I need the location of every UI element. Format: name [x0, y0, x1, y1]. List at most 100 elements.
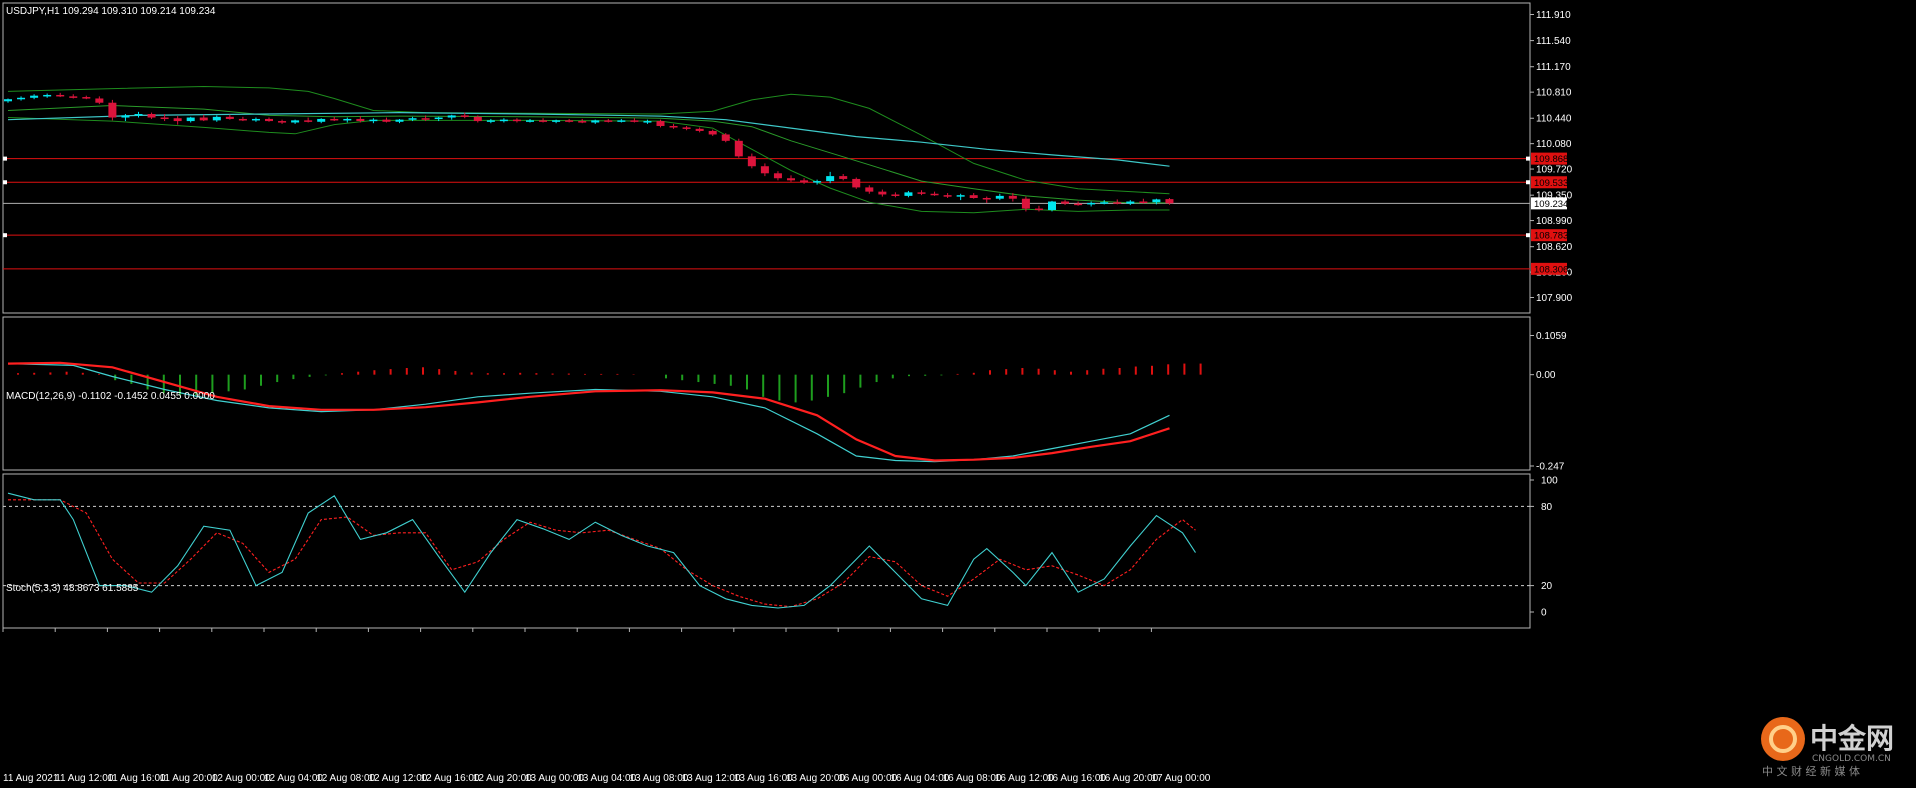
bullish-candle [212, 116, 221, 121]
price-tick-label: 109.720 [1536, 165, 1573, 176]
watermark-url: CNGOLD.COM.CN [1812, 754, 1891, 764]
bullish-candle [4, 99, 12, 102]
symbol-legend: USDJPY,H1 109.294 109.310 109.214 109.23… [6, 6, 216, 17]
bullish-candle [121, 115, 130, 118]
stochastic-panel[interactable] [3, 492, 1530, 609]
level-price-tag [1531, 176, 1567, 189]
bearish-candle [734, 140, 743, 157]
stoch-tick-label: 80 [1541, 502, 1553, 513]
time-tick-label: 13 Aug 00:00 [525, 773, 584, 784]
bearish-candle [1021, 198, 1030, 209]
bearish-candle [708, 130, 717, 135]
level-marker-left [3, 180, 7, 185]
bullish-candle [17, 97, 26, 100]
bullish-candle [434, 117, 443, 120]
bearish-candle [839, 176, 848, 179]
bearish-candle [421, 118, 430, 120]
time-tick-label: 12 Aug 04:00 [264, 773, 323, 784]
time-tick-label: 13 Aug 16:00 [734, 773, 793, 784]
price-tick-label: 108.620 [1536, 242, 1573, 253]
bearish-candle [695, 128, 704, 131]
macd-tick-label: 0.1059 [1536, 331, 1567, 342]
bearish-candle [669, 126, 678, 128]
bearish-candle [878, 191, 887, 195]
bearish-candle [278, 121, 287, 123]
bullish-candle [408, 118, 417, 120]
price-tick-label: 109.350 [1536, 191, 1573, 202]
bullish-candle [499, 119, 508, 122]
bullish-candle [30, 95, 39, 98]
bearish-candle [773, 173, 782, 179]
time-tick-label: 16 Aug 12:00 [995, 773, 1054, 784]
bullish-candle [251, 118, 260, 121]
bullish-candle [956, 195, 965, 197]
bearish-candle [160, 117, 169, 120]
level-marker-left [3, 233, 7, 238]
time-tick-label: 12 Aug 16:00 [421, 773, 480, 784]
price-panel[interactable] [3, 85, 1530, 270]
macd-panel[interactable] [7, 361, 1202, 463]
time-tick-label: 17 Aug 00:00 [1151, 773, 1210, 784]
bearish-candle [1113, 202, 1122, 204]
bullish-candle [291, 120, 300, 123]
macd-tick-label: -0.247 [1536, 462, 1565, 473]
bearish-candle [1165, 199, 1174, 204]
bearish-candle [69, 96, 78, 98]
level-price-tag [1531, 229, 1567, 242]
bearish-candle [982, 197, 991, 200]
stoch-tick-label: 0 [1541, 608, 1547, 619]
level-price-label: 108.306 [1534, 264, 1568, 275]
bearish-candle [512, 119, 521, 122]
bullish-candle [369, 119, 378, 122]
price-panel-frame [2, 2, 1531, 314]
bullish-candle [591, 120, 600, 123]
level-price-tag [1531, 152, 1567, 165]
time-tick-label: 13 Aug 04:00 [577, 773, 636, 784]
bollinger-middle-line [7, 104, 1170, 204]
level-price-label: 109.868 [1534, 154, 1568, 165]
bullish-candle [995, 195, 1004, 199]
watermark-brand: 中金网 [1810, 722, 1894, 755]
time-tick-label: 11 Aug 2021 [3, 773, 59, 784]
bearish-candle [265, 118, 273, 122]
bearish-candle [382, 119, 391, 122]
bearish-candle [473, 116, 482, 122]
level-price-tag [1531, 262, 1567, 275]
macd-signal-line [7, 361, 1170, 462]
bullish-candle [486, 120, 495, 122]
time-tick-label: 16 Aug 08:00 [943, 773, 1002, 784]
level-marker-left [3, 156, 7, 161]
price-tick-label: 111.910 [1536, 10, 1571, 21]
time-tick-label: 12 Aug 08:00 [316, 773, 375, 784]
price-tick-label: 110.810 [1536, 88, 1572, 99]
bearish-candle [747, 156, 756, 167]
cngold-logo-icon [1761, 717, 1805, 761]
bearish-candle [917, 192, 926, 194]
stoch-main-line [7, 492, 1196, 609]
time-tick-label: 11 Aug 16:00 [107, 773, 166, 784]
time-tick-label: 16 Aug 20:00 [1099, 773, 1158, 784]
stoch-tick-label: 20 [1541, 581, 1553, 592]
macd-tick-label: 0.00 [1536, 370, 1556, 381]
bearish-candle [460, 115, 469, 117]
time-tick-label: 11 Aug 20:00 [160, 773, 219, 784]
price-tick-label: 110.080 [1536, 139, 1572, 150]
time-tick-label: 16 Aug 04:00 [890, 773, 949, 784]
bearish-candle [1139, 201, 1148, 204]
bearish-candle [852, 178, 861, 188]
bollinger-upper-line [7, 85, 1170, 195]
stochastic-legend: Stoch(5,3,3) 48.8673 61.5885 [6, 583, 139, 594]
bullish-candle [1152, 199, 1161, 203]
bearish-candle [760, 166, 769, 174]
bearish-candle [238, 118, 247, 121]
bullish-candle [343, 118, 352, 121]
price-tick-label: 111.540 [1536, 36, 1571, 47]
bollinger-lower-line [7, 117, 1170, 214]
macd-legend: MACD(12,26,9) -0.1102 -0.1452 0.0455 0.0… [6, 391, 215, 402]
bearish-candle [682, 127, 691, 129]
time-tick-label: 12 Aug 20:00 [473, 773, 532, 784]
bearish-candle [721, 134, 730, 141]
time-tick-label: 13 Aug 12:00 [682, 773, 741, 784]
stoch-tick-label: 100 [1541, 476, 1558, 487]
bearish-candle [604, 120, 613, 122]
